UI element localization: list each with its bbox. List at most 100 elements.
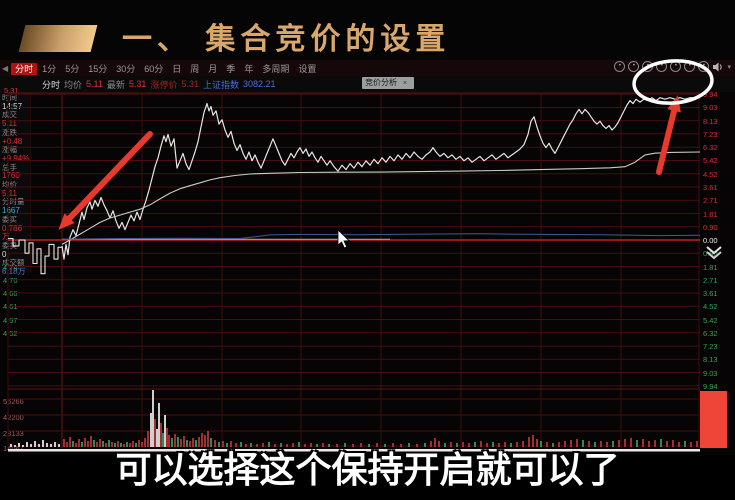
volume-bar bbox=[576, 439, 578, 447]
volume-bar bbox=[160, 423, 162, 447]
tab-周[interactable]: 周 bbox=[190, 63, 200, 74]
panel-label: 均价 bbox=[2, 180, 17, 190]
volume-bar bbox=[54, 442, 56, 447]
auction_price-line bbox=[8, 237, 62, 275]
right-axis-tick: 7.23 bbox=[703, 129, 718, 139]
volume-bar bbox=[408, 443, 410, 447]
volume-bar bbox=[292, 443, 294, 447]
volume-bar bbox=[540, 441, 542, 447]
speaker-icon[interactable] bbox=[712, 62, 723, 72]
volume-bar bbox=[105, 443, 107, 447]
panel-value: +9.94% bbox=[2, 153, 30, 163]
panel-value: 5.11 bbox=[2, 188, 17, 198]
panel-value: 6.18万 bbox=[2, 267, 26, 277]
index-link[interactable]: 上证指数 bbox=[202, 79, 239, 90]
volume-bar bbox=[516, 442, 518, 447]
volume-bar bbox=[468, 443, 470, 447]
collapse-chevron-icon[interactable] bbox=[706, 251, 722, 260]
volume-bar bbox=[22, 445, 24, 447]
volume-bar bbox=[486, 443, 488, 447]
volume-bar bbox=[174, 434, 176, 447]
volume-bar bbox=[570, 440, 572, 447]
avg-label: 均价 bbox=[64, 79, 83, 90]
volume-bar bbox=[352, 444, 354, 447]
title-banner: 一、 集合竞价的设置 bbox=[0, 0, 735, 60]
tab-60分[interactable]: 60分 bbox=[144, 63, 164, 74]
volume-bar bbox=[240, 442, 242, 447]
chevron-down-icon[interactable]: ▾ bbox=[727, 63, 731, 71]
indicator-icon-2[interactable]: • bbox=[628, 61, 640, 72]
indicator-icon-1[interactable]: • bbox=[614, 61, 626, 72]
panel-label: 成交 bbox=[2, 110, 17, 120]
close-icon[interactable]: × bbox=[403, 80, 408, 87]
volume-bar bbox=[90, 436, 92, 447]
volume-bar bbox=[147, 431, 149, 447]
tab-分时[interactable]: 分时 bbox=[11, 62, 38, 75]
panel-row-成交额: 成交额 6.18万 bbox=[0, 259, 30, 276]
volume-bar bbox=[376, 443, 378, 447]
collapse-chevron-icon[interactable] bbox=[706, 246, 722, 255]
panel-label: 成交额 bbox=[2, 258, 25, 268]
volume-bar bbox=[336, 444, 338, 447]
volume-bar bbox=[38, 444, 40, 447]
volume-bar bbox=[456, 443, 458, 447]
left-axis-tick: 4.57 bbox=[3, 315, 18, 325]
right-axis-tick: 7.23 bbox=[703, 342, 718, 352]
auction-analysis-button[interactable]: 竞价分析 × bbox=[362, 77, 415, 89]
auction-analysis-label: 竞价分析 bbox=[365, 78, 397, 87]
volume-bar bbox=[462, 442, 464, 447]
tab-5分[interactable]: 5分 bbox=[65, 63, 80, 74]
volume-bar bbox=[504, 442, 506, 447]
right-axis-tick: 4.52 bbox=[703, 302, 718, 312]
tab-设置[interactable]: 设置 bbox=[298, 63, 317, 74]
tab-1分[interactable]: 1分 bbox=[42, 63, 57, 74]
volume-bar bbox=[192, 438, 194, 447]
panel-row-委卖: 委卖 0 bbox=[0, 241, 30, 259]
volume-bar bbox=[268, 442, 270, 447]
volume-bar bbox=[594, 442, 596, 447]
volume-bar bbox=[58, 444, 60, 447]
tab-15分[interactable]: 15分 bbox=[88, 63, 108, 74]
panel-label: 分时量 bbox=[2, 197, 25, 207]
volume-bar bbox=[138, 440, 140, 447]
tab-30分[interactable]: 30分 bbox=[116, 63, 136, 74]
tab-季[interactable]: 季 bbox=[226, 63, 236, 74]
tab-多周期[interactable]: 多周期 bbox=[262, 63, 290, 74]
right-axis-tick: 1.81 bbox=[703, 209, 718, 219]
right-axis-tick: 2.71 bbox=[703, 196, 718, 206]
right-axis-tick: 3.61 bbox=[703, 183, 718, 192]
volume-bar bbox=[189, 441, 191, 447]
volume-bar bbox=[154, 419, 156, 447]
panel-row-时间: 时间 14:57 bbox=[0, 93, 30, 111]
volume-bar bbox=[126, 442, 128, 447]
volume-bar bbox=[84, 438, 86, 447]
volume-bar bbox=[618, 440, 620, 447]
tab-月[interactable]: 月 bbox=[208, 63, 218, 74]
scrollbar[interactable] bbox=[8, 449, 700, 452]
tab-年[interactable]: 年 bbox=[244, 63, 254, 74]
tab-日[interactable]: 日 bbox=[172, 63, 182, 74]
volume-bar bbox=[322, 443, 324, 447]
volume-bar bbox=[93, 440, 95, 447]
last-label: 最新 bbox=[106, 79, 125, 90]
volume-bar bbox=[262, 443, 264, 447]
right-axis-tick: 9.94 bbox=[703, 381, 718, 391]
volume-bar bbox=[14, 445, 16, 447]
right-axis-tick: 8.13 bbox=[703, 355, 718, 365]
volume-bar bbox=[129, 443, 131, 447]
back-icon[interactable]: ◀ bbox=[2, 63, 9, 73]
volume-bar bbox=[198, 437, 200, 447]
volume-bar bbox=[474, 442, 476, 447]
page-title: 一、 集合竞价的设置 bbox=[122, 23, 451, 56]
right-axis-tick: 9.94 bbox=[703, 90, 718, 100]
right-axis-tick: 1.81 bbox=[703, 262, 718, 272]
volume-bar bbox=[384, 444, 386, 447]
volume-bar bbox=[642, 439, 644, 447]
volume-bar bbox=[286, 444, 288, 447]
volume-bar bbox=[546, 442, 548, 447]
volume-bar bbox=[75, 443, 77, 447]
volume-bar bbox=[210, 438, 212, 447]
volume-bar bbox=[360, 443, 362, 447]
volume-bar bbox=[522, 441, 524, 447]
